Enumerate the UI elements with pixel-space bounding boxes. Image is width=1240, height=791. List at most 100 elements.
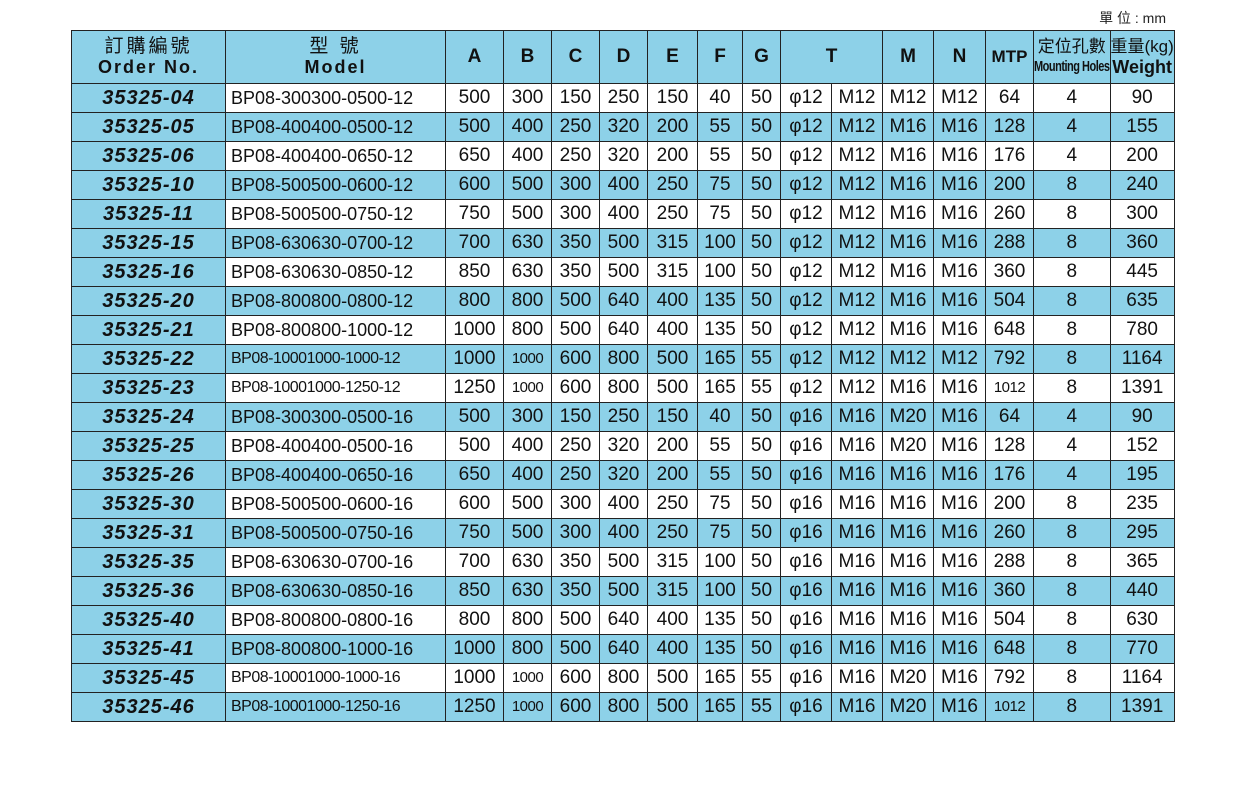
- cell-weight: 200: [1109, 141, 1175, 171]
- cell-mounting-holes: 8: [1033, 170, 1111, 200]
- cell-a: 800: [445, 605, 504, 635]
- cell-f: 100: [697, 576, 743, 606]
- cell-weight: 295: [1109, 518, 1175, 548]
- cell-a: 600: [445, 170, 504, 200]
- cell-f: 135: [697, 605, 743, 635]
- cell-f: 55: [697, 141, 743, 171]
- cell-e: 250: [647, 199, 698, 229]
- table-row: 35325-46 BP08-10001000-1250-16 1250 1000 600…: [71, 692, 1175, 722]
- cell-t-thread: M16: [831, 576, 883, 606]
- cell-a: 850: [445, 576, 504, 606]
- cell-f: 135: [697, 634, 743, 664]
- cell-order-no: 35325-25: [71, 431, 226, 461]
- cell-mounting-holes: 8: [1033, 344, 1111, 374]
- cell-e: 150: [647, 402, 698, 432]
- cell-mtp: 64: [985, 402, 1034, 432]
- cell-a: 1000: [445, 344, 504, 374]
- cell-mtp: 648: [985, 315, 1034, 345]
- header-m: M: [882, 30, 934, 84]
- cell-weight: 440: [1109, 576, 1175, 606]
- cell-order-no: 35325-06: [71, 141, 226, 171]
- cell-mounting-holes: 8: [1033, 605, 1111, 635]
- cell-d: 250: [599, 83, 648, 113]
- cell-t-thread: M12: [831, 344, 883, 374]
- header-order-no: 訂購編號 Order No.: [71, 30, 226, 84]
- cell-mounting-holes: 8: [1033, 576, 1111, 606]
- cell-mtp: 648: [985, 634, 1034, 664]
- table-row: 35325-15 BP08-630630-0700-12 700 630 350 500 3…: [71, 228, 1175, 258]
- cell-n: M16: [933, 257, 986, 287]
- cell-t-thread: M12: [831, 170, 883, 200]
- cell-t-thread: M16: [831, 605, 883, 635]
- header-mtp: MTP: [985, 30, 1034, 84]
- cell-t-dia: φ12: [780, 228, 832, 258]
- cell-t-dia: φ16: [780, 431, 832, 461]
- cell-b: 500: [503, 170, 552, 200]
- cell-c: 250: [551, 112, 600, 142]
- cell-e: 400: [647, 605, 698, 635]
- cell-e: 500: [647, 663, 698, 693]
- cell-g: 50: [742, 199, 781, 229]
- cell-t-dia: φ16: [780, 547, 832, 577]
- cell-d: 320: [599, 431, 648, 461]
- cell-model: BP08-10001000-1000-16: [225, 663, 446, 693]
- cell-g: 50: [742, 489, 781, 519]
- cell-model: BP08-630630-0850-16: [225, 576, 446, 606]
- cell-n: M16: [933, 460, 986, 490]
- cell-mounting-holes: 4: [1033, 112, 1111, 142]
- cell-m: M16: [882, 228, 934, 258]
- cell-t-thread: M16: [831, 692, 883, 722]
- cell-mtp: 128: [985, 112, 1034, 142]
- cell-d: 500: [599, 547, 648, 577]
- cell-t-thread: M16: [831, 663, 883, 693]
- cell-model: BP08-400400-0650-12: [225, 141, 446, 171]
- cell-model: BP08-300300-0500-12: [225, 83, 446, 113]
- table-row: 35325-10 BP08-500500-0600-12 600 500 300 400 2…: [71, 170, 1175, 200]
- cell-n: M16: [933, 431, 986, 461]
- cell-g: 50: [742, 547, 781, 577]
- table-row: 35325-05 BP08-400400-0500-12 500 400 250 320 2…: [71, 112, 1175, 142]
- cell-d: 800: [599, 692, 648, 722]
- cell-d: 400: [599, 170, 648, 200]
- cell-mounting-holes: 8: [1033, 489, 1111, 519]
- cell-t-dia: φ12: [780, 83, 832, 113]
- cell-e: 400: [647, 286, 698, 316]
- cell-order-no: 35325-05: [71, 112, 226, 142]
- cell-a: 1250: [445, 692, 504, 722]
- cell-model: BP08-800800-0800-12: [225, 286, 446, 316]
- cell-b: 630: [503, 547, 552, 577]
- cell-c: 500: [551, 634, 600, 664]
- cell-t-dia: φ16: [780, 518, 832, 548]
- cell-g: 55: [742, 344, 781, 374]
- cell-t-thread: M12: [831, 257, 883, 287]
- cell-a: 1000: [445, 634, 504, 664]
- cell-order-no: 35325-10: [71, 170, 226, 200]
- header-weight: 重量(kg) Weight: [1109, 30, 1175, 84]
- cell-weight: 1164: [1109, 663, 1175, 693]
- cell-model: BP08-800800-1000-12: [225, 315, 446, 345]
- cell-b: 800: [503, 605, 552, 635]
- unit-label: 單 位 : mm: [1099, 10, 1166, 26]
- cell-g: 50: [742, 257, 781, 287]
- cell-a: 650: [445, 460, 504, 490]
- cell-d: 640: [599, 315, 648, 345]
- cell-t-thread: M12: [831, 286, 883, 316]
- cell-a: 700: [445, 547, 504, 577]
- cell-t-dia: φ12: [780, 315, 832, 345]
- cell-g: 50: [742, 634, 781, 664]
- cell-a: 1250: [445, 373, 504, 403]
- cell-b: 500: [503, 518, 552, 548]
- cell-model: BP08-400400-0650-16: [225, 460, 446, 490]
- cell-order-no: 35325-04: [71, 83, 226, 113]
- cell-d: 500: [599, 228, 648, 258]
- cell-e: 200: [647, 112, 698, 142]
- cell-model: BP08-300300-0500-16: [225, 402, 446, 432]
- cell-f: 40: [697, 83, 743, 113]
- cell-model: BP08-800800-1000-16: [225, 634, 446, 664]
- cell-c: 600: [551, 663, 600, 693]
- cell-weight: 195: [1109, 460, 1175, 490]
- cell-m: M16: [882, 489, 934, 519]
- cell-b: 500: [503, 489, 552, 519]
- table-row: 35325-30 BP08-500500-0600-16 600 500 300 400 2…: [71, 489, 1175, 519]
- cell-b: 400: [503, 431, 552, 461]
